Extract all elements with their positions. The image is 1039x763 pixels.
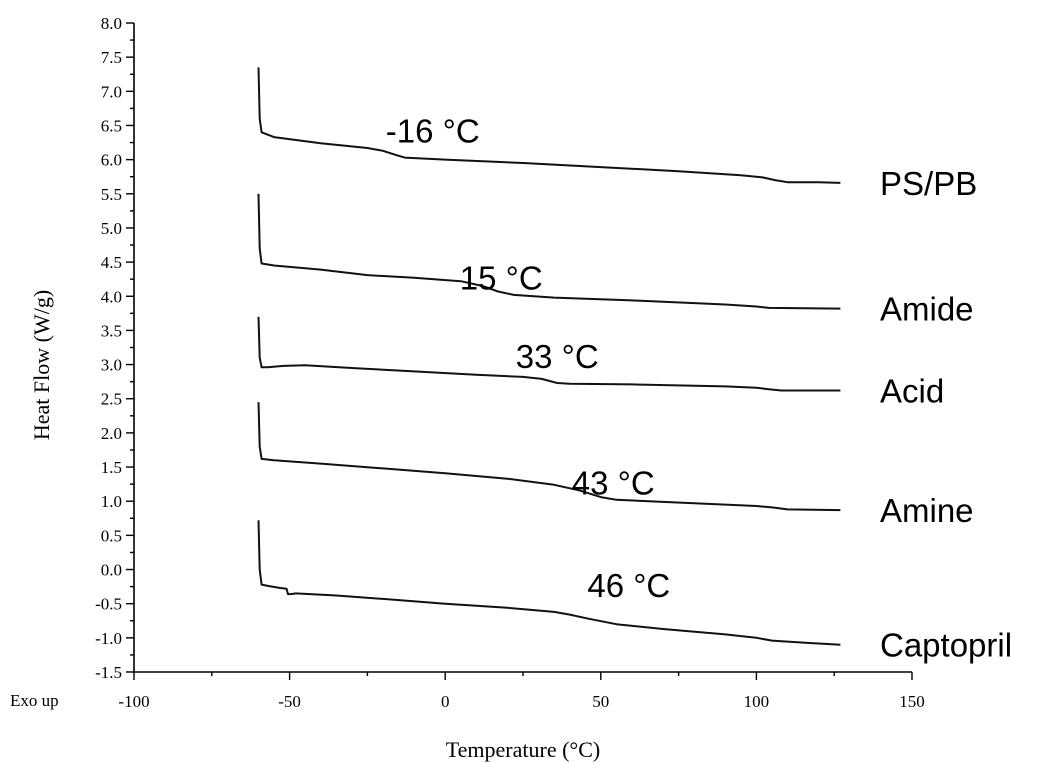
y-tick-label: 1.5 <box>101 458 122 477</box>
y-tick-label: 8.0 <box>101 14 122 33</box>
y-tick-label: 4.5 <box>101 253 122 272</box>
curve-amine <box>257 402 841 512</box>
y-axis-title: Heat Flow (W/g) <box>29 290 54 440</box>
y-tick-label: 5.0 <box>101 219 122 238</box>
x-tick-label: -100 <box>118 692 149 711</box>
curve-acid <box>257 316 841 392</box>
y-tick-label: 2.5 <box>101 390 122 409</box>
labels: PS/PB -16 °C Amide 15 °C Acid 33 °C Amine 43 °C… <box>386 113 1012 664</box>
y-tick-label: 0.0 <box>101 561 122 580</box>
y-tick-label: 2.0 <box>101 424 122 443</box>
y-tick-label: 1.0 <box>101 492 122 511</box>
y-tick-label: 7.5 <box>101 48 122 67</box>
exo-up-note: Exo up <box>10 691 59 710</box>
tg-annotation-amine: 43 °C <box>572 464 655 501</box>
x-tick-label: 50 <box>592 692 609 711</box>
curve-amide <box>257 193 841 310</box>
y-tick-label: 3.5 <box>101 321 122 340</box>
y-tick-label: 0.5 <box>101 526 122 545</box>
tg-annotation-acid: 33 °C <box>516 338 599 375</box>
x-tick-label: 150 <box>899 692 925 711</box>
y-tick-label: -0.5 <box>95 595 122 614</box>
tg-annotation-amide: 15 °C <box>460 259 543 296</box>
x-tick-label: 0 <box>441 692 450 711</box>
series-label-ps-pb: PS/PB <box>880 165 977 202</box>
curve-ps-pb <box>257 67 841 184</box>
y-tick-label: 4.0 <box>101 287 122 306</box>
y-tick-label: 6.5 <box>101 116 122 135</box>
curves <box>257 67 841 646</box>
y-tick-label: -1.5 <box>95 663 122 682</box>
series-label-captopril: Captopril <box>880 627 1012 664</box>
series-label-amine: Amine <box>880 492 974 529</box>
tg-annotation-captopril: 46 °C <box>587 567 670 604</box>
series-label-amide: Amide <box>880 291 974 328</box>
y-tick-label: 7.0 <box>101 82 122 101</box>
x-tick-label: 100 <box>744 692 770 711</box>
tg-annotation-ps-pb: -16 °C <box>386 113 480 150</box>
x-tick-label: -50 <box>278 692 301 711</box>
y-tick-label: -1.0 <box>95 629 122 648</box>
series-label-acid: Acid <box>880 373 944 410</box>
x-axis-title: Temperature (°C) <box>446 737 600 762</box>
y-tick-label: 6.0 <box>101 151 122 170</box>
y-tick-label: 3.0 <box>101 356 122 375</box>
curve-captopril <box>257 520 841 646</box>
y-tick-label: 5.5 <box>101 185 122 204</box>
axes: -1.5 -1.0 -0.5 0.0 0.5 1.0 1.5 2.0 2.5 3.0 3.5 4.0 4… <box>95 14 925 711</box>
